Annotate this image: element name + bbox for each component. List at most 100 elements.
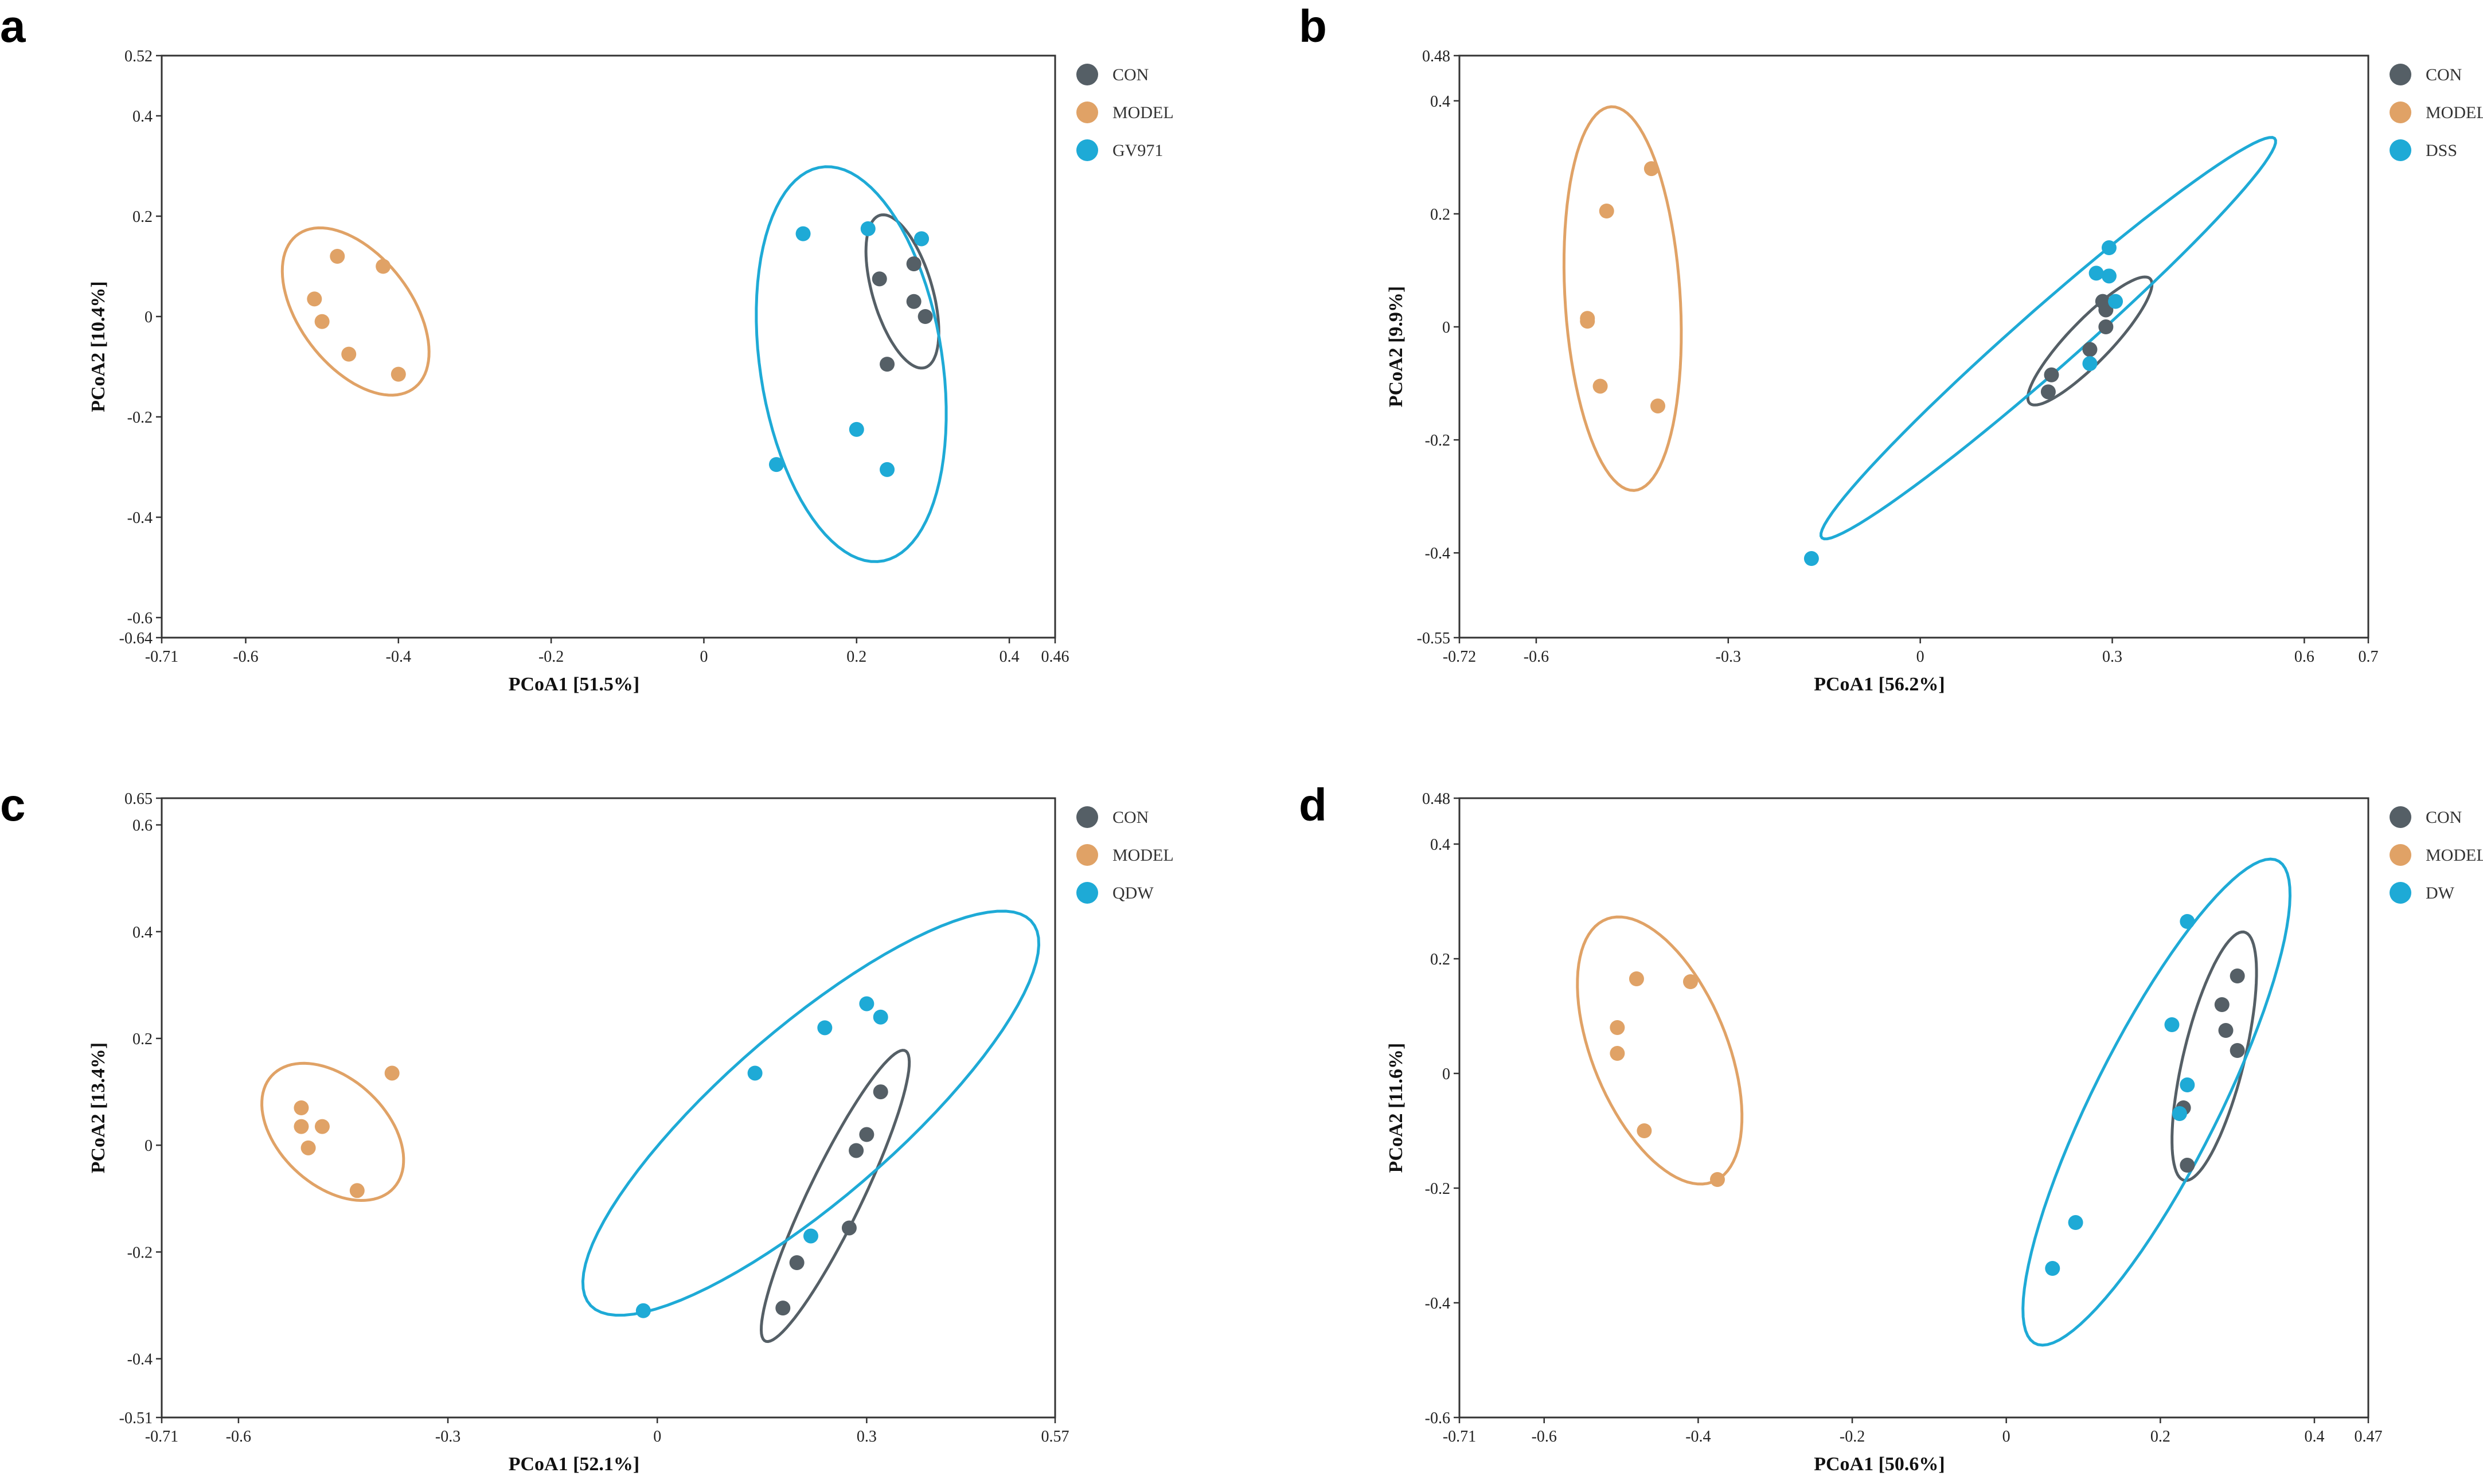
legend-label: CON [2426, 808, 2462, 827]
point-con [2218, 1023, 2234, 1038]
x-tick-label: -0.4 [1685, 1428, 1711, 1446]
y-axis-title: PCoA2 [13.4%] [88, 1042, 109, 1174]
point-con [2044, 367, 2059, 382]
legend-label: MODEL [2426, 846, 2483, 865]
point-con [2040, 384, 2056, 400]
x-tick-label: 0 [1916, 648, 1924, 666]
point-dss [2101, 268, 2117, 284]
legend-swatch [1076, 101, 1098, 123]
point-qdw [635, 1303, 651, 1318]
point-model [1629, 971, 1644, 986]
point-model [294, 1100, 309, 1115]
point-con [775, 1301, 791, 1316]
y-tick-label: 0.2 [132, 1030, 153, 1048]
point-dss [2108, 294, 2123, 309]
point-dss [2101, 240, 2117, 256]
point-con [2230, 968, 2245, 983]
point-dss [2088, 265, 2104, 281]
x-tick-label: -0.2 [1840, 1428, 1865, 1446]
point-con [872, 271, 887, 287]
x-tick-label: -0.3 [1716, 648, 1741, 666]
y-tick-label: -0.2 [1425, 1180, 1450, 1198]
legend-label: CON [2426, 65, 2462, 84]
y-tick-label: 0.4 [132, 108, 153, 126]
point-dss [2082, 356, 2098, 372]
point-model [1643, 161, 1659, 177]
panel-a: a -0.71 -0.6 -0.4 -0.2 0 0.2 0.4 0.46 -0.64 -0.6-… [0, 0, 1242, 742]
x-tick-label: 0 [700, 648, 708, 666]
point-gv971 [795, 226, 811, 241]
y-axis-title: PCoA2 [10.4%] [88, 281, 109, 412]
y-tick-label: 0 [1442, 319, 1450, 337]
x-tick-label: 0.57 [1041, 1428, 1069, 1446]
y-tick-label: 0.52 [124, 48, 153, 65]
legend-swatch [2390, 882, 2411, 904]
plot-frame [161, 797, 1056, 1419]
x-tick-label: 0.6 [2294, 648, 2314, 666]
y-tick-label: -0.2 [127, 1244, 153, 1262]
point-con [2098, 319, 2114, 335]
y-tick-label: -0.2 [127, 409, 153, 427]
legend-label: MODEL [2426, 103, 2483, 122]
x-tick-label: -0.6 [1532, 1428, 1557, 1446]
y-tick-label: 0 [145, 308, 153, 326]
point-con [841, 1220, 857, 1236]
y-tick-label: -0.51 [119, 1409, 153, 1427]
x-tick-label: -0.72 [1443, 648, 1476, 666]
point-model [391, 366, 406, 382]
panel-label: c [0, 779, 26, 830]
point-gv971 [880, 462, 895, 477]
point-qdw [873, 1009, 888, 1025]
point-con [859, 1127, 874, 1142]
ellipse-con [864, 213, 940, 370]
ellipse-model [260, 1061, 405, 1202]
x-axis-title: PCoA1 [51.5%] [509, 674, 640, 695]
legend-swatch [1076, 806, 1098, 828]
legend-swatch [1076, 844, 1098, 866]
y-tick-label: -0.6 [1425, 1409, 1450, 1427]
point-model [1637, 1123, 1652, 1138]
ellipse-model [1562, 105, 1683, 492]
y-tick-label: 0.4 [1430, 836, 1450, 854]
point-model [1592, 378, 1608, 394]
x-tick-label: 0.4 [2304, 1428, 2324, 1446]
x-axis-title: PCoA1 [50.6%] [1814, 1454, 1945, 1475]
x-tick-label: -0.2 [538, 648, 564, 666]
x-tick-label: 0.3 [857, 1428, 877, 1446]
x-axis-title: PCoA1 [52.1%] [509, 1454, 640, 1475]
point-model [341, 346, 357, 362]
legend-label: DSS [2426, 141, 2457, 160]
pcoa-chart-a: -0.71 -0.6 -0.4 -0.2 0 0.2 0.4 0.46 -0.64 -0.6 -0.… [88, 48, 1174, 695]
point-model [384, 1065, 400, 1081]
x-tick-label: 0.4 [1000, 648, 1020, 666]
point-dw [2180, 1077, 2195, 1092]
legend-swatch [2390, 101, 2411, 123]
y-tick-label: 0 [145, 1137, 153, 1155]
x-tick-label: 0.2 [2150, 1428, 2170, 1446]
point-con [918, 309, 933, 324]
y-tick-label: 0 [1442, 1065, 1450, 1083]
legend-label: MODEL [1112, 846, 1174, 865]
legend-swatch [1076, 882, 1098, 904]
y-tick-label: 0.65 [124, 790, 153, 808]
point-con [873, 1084, 888, 1100]
point-con [2180, 1158, 2195, 1173]
y-axis-title: PCoA2 [11.6%] [1385, 1043, 1407, 1173]
point-model [330, 249, 345, 264]
x-tick-label: -0.71 [145, 1428, 178, 1446]
y-tick-label: -0.4 [127, 509, 153, 527]
point-gv971 [768, 457, 784, 472]
y-tick-label: 0.6 [132, 817, 153, 835]
y-tick-label: -0.64 [119, 630, 153, 647]
x-tick-label: -0.71 [145, 648, 178, 666]
x-tick-label: -0.6 [233, 648, 258, 666]
y-tick-label: 0.2 [1430, 951, 1450, 968]
point-model [307, 291, 322, 307]
point-con [2230, 1043, 2245, 1058]
panel-c: c -0.71 -0.6 -0.3 0 0.3 0.57 -0.51 -0.4 -0.2 0 0.2… [0, 742, 1242, 1484]
legend-label: CON [1112, 808, 1149, 827]
point-gv971 [860, 221, 876, 236]
point-model [1599, 203, 1614, 218]
y-axis-title: PCoA2 [9.9%] [1385, 286, 1407, 408]
ellipse-dss [1819, 136, 2277, 541]
